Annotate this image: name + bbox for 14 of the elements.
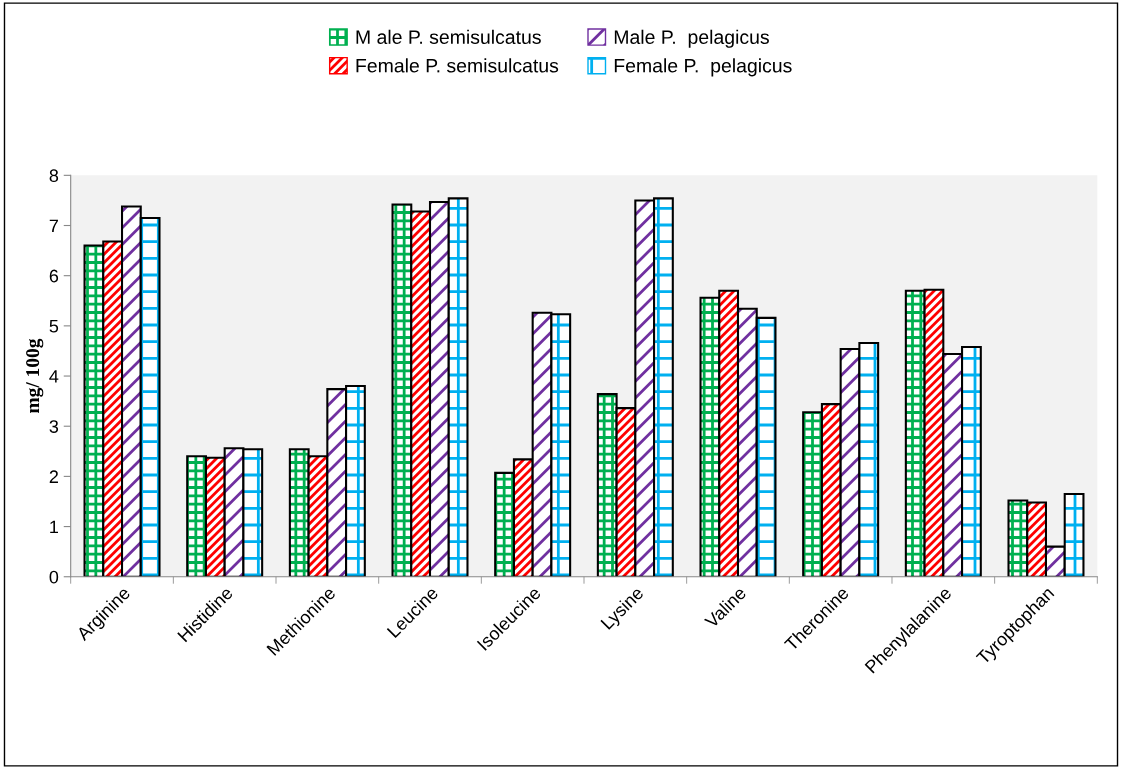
y-tick-label: 5 <box>49 319 59 333</box>
y-tick-label: 1 <box>50 520 58 534</box>
y-tick-label: 8 <box>49 169 59 183</box>
legend-label: Male P. pelagicus <box>614 29 769 48</box>
y-tick-label: 0 <box>49 570 59 584</box>
y-tick-label: 3 <box>49 420 59 433</box>
y-axis-title: mg/ 100g <box>26 338 44 414</box>
legend-label: Female P. pelagicus <box>614 58 792 77</box>
y-tick-label: 7 <box>49 219 58 233</box>
y-tick-label: 6 <box>49 269 59 283</box>
legend-label: Female P. semisulcatus <box>356 58 559 73</box>
y-tick-label: 4 <box>49 370 59 383</box>
legend-label: M ale P. semisulcatus <box>356 29 541 44</box>
y-tick-label: 2 <box>49 470 58 483</box>
